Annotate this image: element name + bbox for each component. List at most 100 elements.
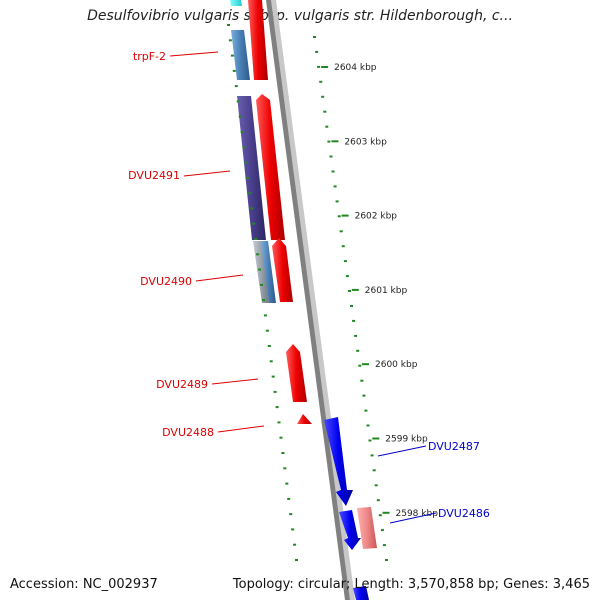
inner-track-dot	[267, 345, 271, 347]
outer-track-dot	[354, 334, 358, 337]
inner-track-dot	[271, 375, 275, 378]
inner-track-dot	[277, 421, 281, 424]
outer-track-dot	[380, 529, 384, 532]
outer-track-dot	[329, 155, 333, 158]
inner-track-dot	[287, 497, 291, 500]
inner-track-dot	[275, 406, 279, 409]
cog-block-cyan	[230, 0, 242, 6]
outer-track-dot	[385, 559, 388, 561]
outer-track-dot	[333, 185, 337, 188]
forward-block-bottom	[353, 586, 369, 600]
outer-track-dot	[360, 379, 364, 382]
inner-track-dot	[285, 482, 289, 485]
inner-track-dot	[250, 207, 254, 210]
accession-label: Accession: NC_002937	[10, 577, 158, 592]
svg-text:DVU2491: DVU2491	[128, 169, 180, 182]
gene-label-DVU2491[interactable]: DVU2491	[128, 169, 231, 182]
inner-track-dot	[262, 299, 265, 302]
svg-text:DVU2486: DVU2486	[438, 507, 490, 520]
inner-track-dot	[252, 222, 256, 225]
kbp-tick-label: 2603 kbp	[344, 137, 387, 147]
svg-text:DVU2487: DVU2487	[428, 440, 480, 453]
outer-track-dot	[315, 50, 319, 53]
inner-track-dot	[230, 54, 234, 57]
cog-block-grey	[253, 241, 269, 303]
inner-dot-track	[227, 24, 298, 561]
inner-track-dot	[289, 513, 293, 516]
gene-label-DVU2488[interactable]: DVU2488	[162, 425, 265, 439]
inner-track-dot	[269, 360, 273, 363]
outer-track-dot	[321, 95, 325, 98]
inner-track-dot	[295, 559, 298, 561]
gene-DVU2488-arrow	[297, 414, 312, 424]
outer-track-dot	[370, 454, 374, 457]
inner-track-dot	[227, 24, 230, 26]
map-title: Desulfovibrio vulgaris subsp. vulgaris s…	[87, 8, 513, 24]
genome-summary-label: Topology: circular; Length: 3,570,858 bp…	[232, 577, 590, 592]
svg-text:DVU2490: DVU2490	[140, 275, 192, 288]
cog-block-purple	[237, 96, 266, 240]
gene-label-DVU2487[interactable]: DVU2487	[377, 440, 480, 457]
gene-DVU2486-cog-block	[357, 507, 377, 549]
gene-DVU2491-arrow	[256, 94, 285, 240]
outer-track-dot	[366, 424, 370, 427]
cog-block-steel-2	[261, 241, 276, 303]
kbp-tick-label: 2600 kbp	[375, 360, 418, 370]
gene-label-DVU2490[interactable]: DVU2490	[140, 274, 244, 288]
svg-text:DVU2489: DVU2489	[156, 378, 208, 391]
gene-label-DVU2489[interactable]: DVU2489	[156, 378, 259, 391]
outer-track-dot	[341, 245, 345, 248]
inner-track-dot	[279, 436, 283, 439]
svg-text:DVU2488: DVU2488	[162, 426, 214, 439]
outer-track-dot	[317, 65, 321, 68]
kbp-scale: 2604 kbp 2603 kbp 2602 kbp 2601 kbp 2600 kbp…	[321, 63, 438, 519]
inner-track-dot	[263, 314, 267, 317]
gene-label-DVU2486[interactable]: DVU2486	[389, 507, 490, 524]
outer-track-dot	[337, 215, 341, 218]
gene-DVU2490-arrow	[272, 238, 293, 302]
kbp-tick-label: 2604 kbp	[334, 63, 377, 73]
kbp-tick-label: 2601 kbp	[365, 286, 408, 296]
inner-track-dot	[293, 543, 297, 546]
outer-track-dot	[378, 514, 382, 517]
inner-track-dot	[256, 253, 260, 256]
inner-track-dot	[291, 528, 295, 531]
gene-DVU2487-arrow	[324, 417, 353, 506]
inner-track-dot	[254, 238, 258, 240]
kbp-tick-mark	[321, 66, 329, 68]
inner-track-dot	[234, 85, 238, 88]
outer-track-dot	[350, 305, 353, 307]
inner-track-dot	[258, 268, 262, 271]
kbp-tick-label: 2599 kbp	[385, 435, 428, 445]
outer-track-dot	[323, 110, 327, 113]
kbp-tick-mark	[382, 511, 390, 514]
inner-track-dot	[265, 329, 269, 332]
inner-track-dot	[260, 283, 263, 286]
outer-track-dot	[325, 125, 329, 128]
outer-track-dot	[372, 469, 376, 472]
inner-track-dot	[238, 115, 242, 118]
gene-DVU2486-arrow	[339, 510, 361, 550]
inner-track-dot	[283, 467, 287, 470]
inner-track-dot	[232, 69, 236, 72]
outer-track-dot	[368, 439, 372, 442]
inner-track-dot	[273, 390, 277, 393]
outer-dot-track	[313, 36, 388, 561]
inner-track-dot	[242, 146, 246, 149]
kbp-tick-mark	[331, 140, 339, 143]
outer-track-dot	[345, 275, 349, 278]
outer-track-dot	[343, 260, 347, 263]
kbp-tick-mark	[341, 214, 349, 217]
svg-text:trpF-2: trpF-2	[133, 50, 166, 63]
gene-trpF-2-arrow	[248, 0, 268, 80]
outer-track-dot	[348, 290, 351, 292]
gene-label-trpF-2[interactable]: trpF-2	[133, 50, 219, 63]
kbp-tick-mark	[362, 363, 369, 366]
inner-track-dot	[240, 131, 244, 133]
outer-track-dot	[327, 140, 331, 143]
inner-track-dot	[248, 192, 252, 195]
inner-track-dot	[228, 39, 232, 42]
outer-track-dot	[352, 319, 356, 322]
outer-track-dot	[374, 484, 378, 487]
